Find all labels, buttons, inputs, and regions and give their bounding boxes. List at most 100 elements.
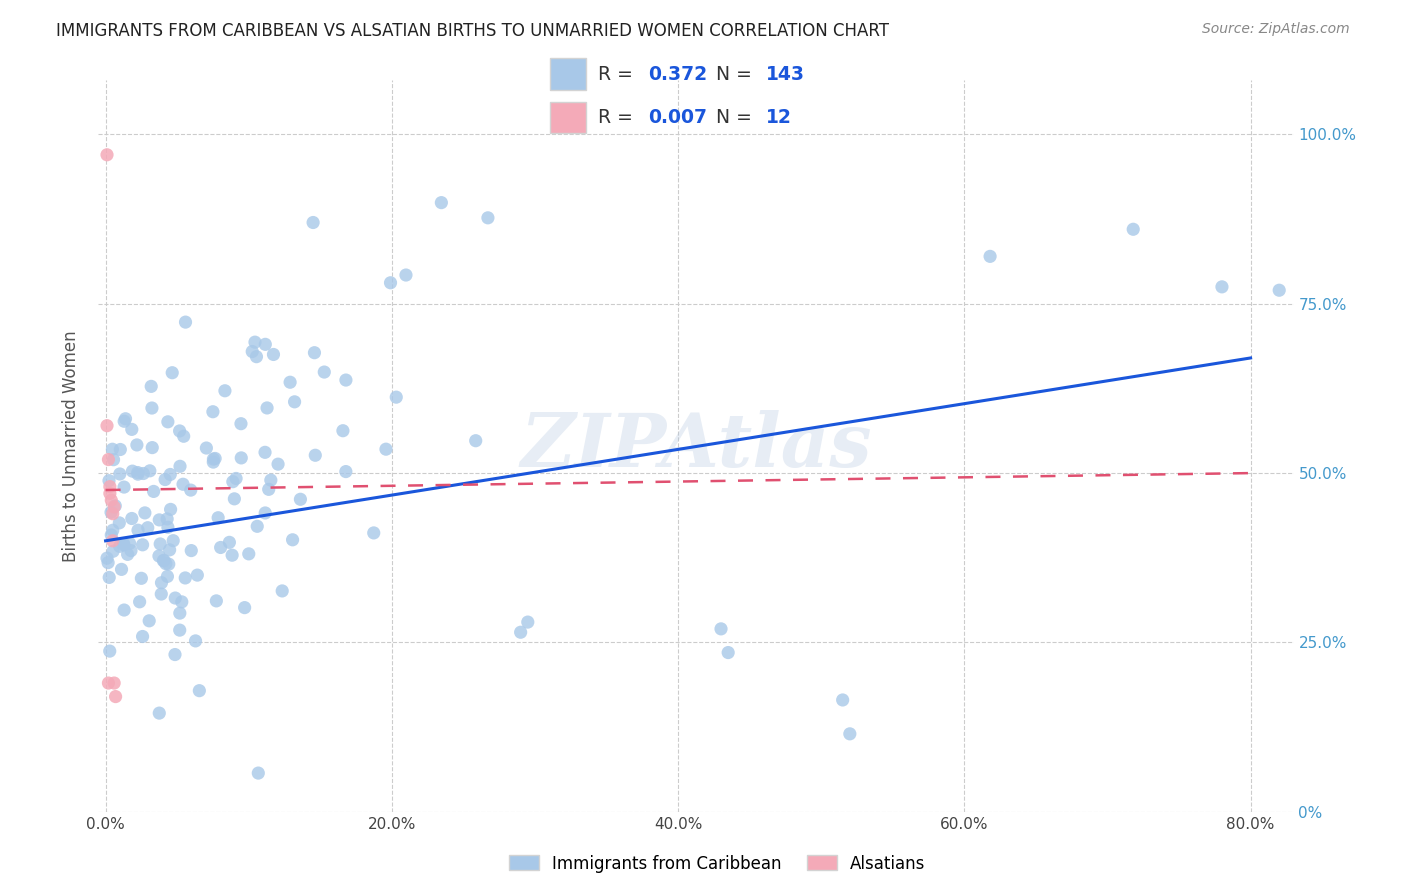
Point <box>260 473 283 487</box>
Point <box>188 683 211 698</box>
Point <box>1122 222 1144 236</box>
Point <box>180 483 202 497</box>
Point <box>118 536 141 550</box>
Point <box>202 455 225 469</box>
Point <box>136 521 159 535</box>
Point <box>281 533 304 547</box>
Point <box>717 646 740 660</box>
Point <box>150 587 173 601</box>
Point <box>156 569 179 583</box>
Point <box>302 215 325 229</box>
Point <box>96 148 118 162</box>
Point <box>148 513 170 527</box>
Point <box>238 547 260 561</box>
Point <box>1211 280 1233 294</box>
Text: N =: N = <box>716 65 752 84</box>
Point <box>127 467 149 482</box>
Point <box>163 648 186 662</box>
Text: R =: R = <box>598 65 638 84</box>
Point <box>254 337 277 351</box>
Point <box>114 411 136 425</box>
Point <box>141 441 163 455</box>
Point <box>229 417 252 431</box>
Point <box>103 500 125 514</box>
Text: ZIPAtlas: ZIPAtlas <box>520 409 872 483</box>
Bar <box>550 59 586 90</box>
Point <box>156 415 179 429</box>
Point <box>332 424 354 438</box>
Point <box>464 434 486 448</box>
Point <box>209 541 232 555</box>
Point <box>1268 283 1291 297</box>
Point <box>243 335 266 350</box>
Point <box>101 544 124 558</box>
Point <box>218 535 240 549</box>
Point <box>128 595 150 609</box>
Point <box>97 452 120 467</box>
Point <box>157 557 180 571</box>
Point <box>174 315 197 329</box>
Point <box>169 459 191 474</box>
Point <box>253 445 276 459</box>
Point <box>108 539 131 553</box>
Bar <box>550 102 586 134</box>
Text: R =: R = <box>598 108 638 127</box>
Point <box>385 390 408 404</box>
Point <box>838 727 860 741</box>
Point <box>101 507 124 521</box>
Point <box>233 600 256 615</box>
Point <box>380 276 402 290</box>
Point <box>96 551 118 566</box>
Point <box>224 491 246 506</box>
Point <box>430 195 453 210</box>
Point <box>117 548 139 562</box>
Point <box>375 442 398 457</box>
Point <box>112 414 135 428</box>
Point <box>363 525 385 540</box>
Point <box>231 450 253 465</box>
Point <box>156 512 179 526</box>
Point <box>112 603 135 617</box>
Point <box>98 570 121 584</box>
Point <box>101 442 124 457</box>
Point <box>710 622 733 636</box>
Point <box>112 537 135 551</box>
Point <box>170 595 193 609</box>
Point <box>108 516 131 530</box>
Point <box>104 499 127 513</box>
Point <box>314 365 336 379</box>
Point <box>159 542 181 557</box>
Text: 0.372: 0.372 <box>648 65 707 84</box>
Point <box>139 464 162 478</box>
Point <box>127 466 149 480</box>
Point <box>169 606 191 620</box>
Point <box>97 676 120 690</box>
Point <box>195 441 218 455</box>
Point <box>100 528 122 542</box>
Point <box>103 452 125 467</box>
Point <box>245 350 267 364</box>
Point <box>169 424 191 438</box>
Point <box>477 211 499 225</box>
Point <box>271 583 294 598</box>
Point <box>509 625 531 640</box>
Point <box>100 505 122 519</box>
Text: 12: 12 <box>766 108 792 127</box>
Point <box>214 384 236 398</box>
Text: 0.007: 0.007 <box>648 108 707 127</box>
Point <box>120 543 142 558</box>
Point <box>246 519 269 533</box>
Point <box>141 401 163 415</box>
Point <box>172 477 194 491</box>
Point <box>104 690 127 704</box>
Point <box>173 429 195 443</box>
Point <box>207 510 229 524</box>
Point <box>121 422 143 436</box>
Point <box>138 614 160 628</box>
Point <box>278 376 301 390</box>
Point <box>831 693 853 707</box>
Point <box>979 249 1001 263</box>
Point <box>96 418 118 433</box>
Point <box>257 483 280 497</box>
Point <box>169 623 191 637</box>
